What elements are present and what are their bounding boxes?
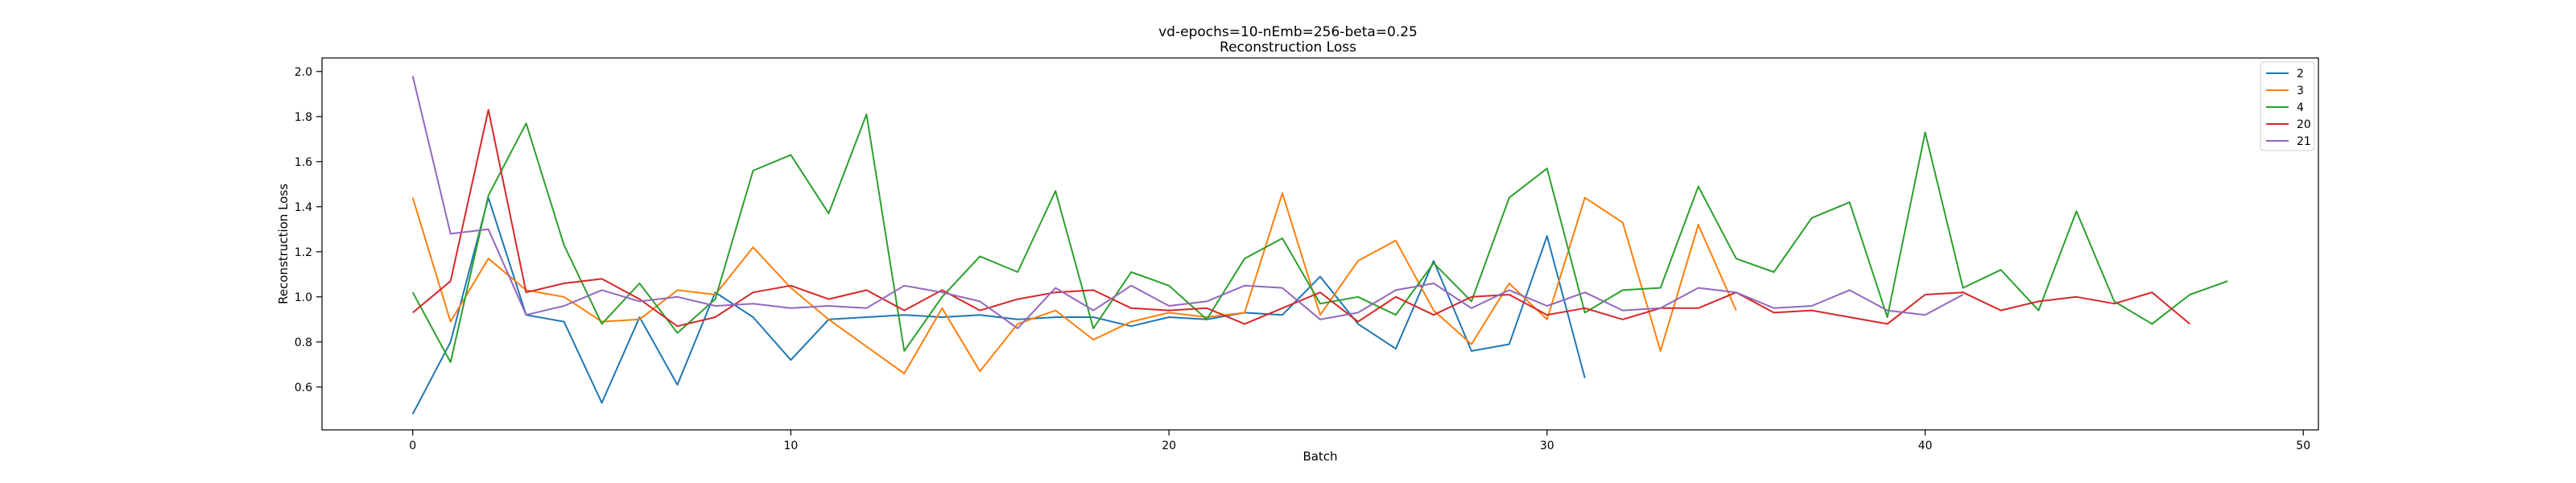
- y-tick-label: 1.6: [295, 156, 312, 169]
- series-line-21: [411, 76, 1963, 329]
- x-axis-ticks: 0 10 20 30 40 50: [409, 430, 2310, 452]
- legend-label: 3: [2297, 85, 2304, 97]
- y-tick-label: 1.4: [295, 201, 312, 214]
- series-line-20: [412, 109, 2190, 328]
- legend-label: 4: [2297, 101, 2304, 114]
- x-axis-label: Batch: [1302, 449, 1337, 464]
- series-line-4: [411, 114, 2228, 363]
- series-line-2: [411, 196, 1586, 415]
- x-tick-label: 10: [784, 440, 799, 452]
- x-tick-label: 40: [1918, 440, 1933, 452]
- y-axis-label: Reconstruction Loss: [276, 184, 291, 304]
- y-tick-label: 1.2: [295, 246, 312, 259]
- series-lines: [411, 76, 2228, 415]
- legend: 2 3 4 20 21: [2260, 61, 2315, 151]
- x-tick-label: 20: [1162, 440, 1176, 452]
- chart-title: vd-epochs=10-nEmb=256-beta=0.25: [1158, 24, 1418, 40]
- y-tick-label: 0.6: [295, 382, 312, 394]
- y-tick-label: 0.8: [295, 336, 312, 349]
- series-line-3: [411, 192, 1737, 374]
- x-tick-label: 0: [409, 440, 416, 452]
- y-tick-label: 2.0: [295, 66, 312, 79]
- y-tick-label: 1.8: [295, 111, 312, 124]
- x-tick-label: 30: [1540, 440, 1554, 452]
- y-tick-label: 1.0: [295, 291, 312, 304]
- plot-area: [321, 57, 2319, 431]
- legend-label: 2: [2297, 68, 2304, 80]
- y-axis-ticks: 0.6 0.8 1.0 1.2 1.4 1.6 1.8 2.0: [295, 66, 322, 394]
- legend-label: 20: [2297, 118, 2311, 131]
- chart-subtitle: Reconstruction Loss: [1220, 39, 1356, 56]
- x-tick-label: 50: [2296, 440, 2310, 452]
- legend-label: 21: [2297, 135, 2311, 148]
